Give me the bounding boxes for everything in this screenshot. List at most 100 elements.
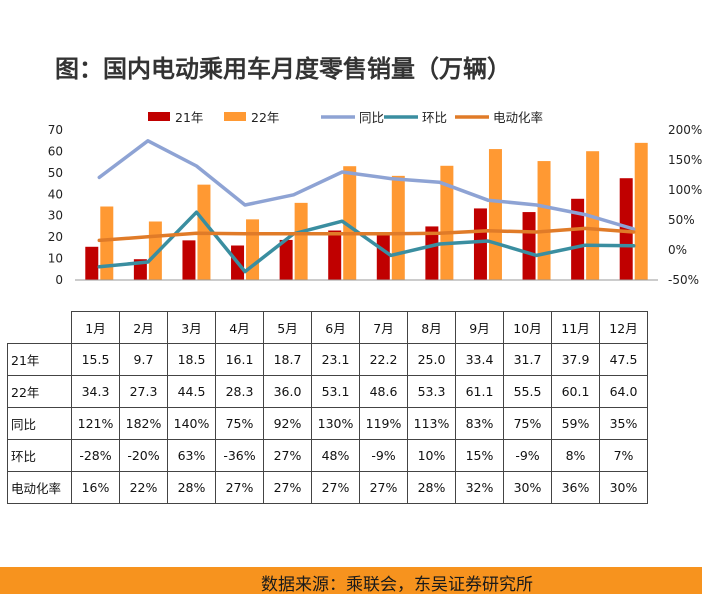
data-label: 75% — [503, 407, 552, 440]
left-axis-tick-label: 50 — [48, 166, 63, 180]
data-table: 1月 2月 3月 4月 5月 6月 7月 8月 9月 10月 11月 12月 21年 15.5 9.7 18.… — [7, 311, 648, 504]
data-label: 36% — [551, 471, 600, 504]
x-axis-category-label: 6月 — [311, 311, 360, 344]
21-bar — [473, 208, 487, 280]
legend-penetration-label: 电动化率 — [493, 110, 543, 125]
legend-mom-label: 环比 — [422, 110, 447, 125]
left-axis-tick-label: 40 — [48, 187, 63, 201]
22-bar — [100, 206, 114, 280]
data-label: 31.7 — [503, 343, 552, 376]
data-label: 113% — [407, 407, 456, 440]
data-label: 9.7 — [119, 343, 168, 376]
mom-line — [97, 210, 636, 274]
data-label: 75% — [215, 407, 264, 440]
data-label: 182% — [119, 407, 168, 440]
data-label: 25.0 — [407, 343, 456, 376]
data-label: 10% — [407, 439, 456, 472]
data-label: 27% — [215, 471, 264, 504]
data-label: 23.1 — [311, 343, 360, 376]
21-bar — [522, 212, 536, 280]
21-bar — [425, 226, 439, 280]
data-label: 53.3 — [407, 375, 456, 408]
data-label: 130% — [311, 407, 360, 440]
legend-22-label: 22年 — [251, 110, 279, 125]
source-note: 数据来源：乘联会，东吴证券研究所 — [261, 575, 533, 595]
table-row-21: 21年 15.5 9.7 18.5 16.1 18.7 23.1 22.2 25.0 33.4 31… — [7, 343, 648, 376]
data-label: 48.6 — [359, 375, 408, 408]
footer-bar: 数据来源：乘联会，东吴证券研究所 — [0, 567, 702, 595]
data-label: 37.9 — [551, 343, 600, 376]
x-axis-category-label: 8月 — [407, 311, 456, 344]
data-label: -9% — [503, 439, 552, 472]
data-label: 27.3 — [119, 375, 168, 408]
data-label: 34.3 — [71, 375, 120, 408]
data-label: 18.5 — [167, 343, 216, 376]
data-label: 28% — [407, 471, 456, 504]
table-row-mom: 环比 -28% -20% 63% -36% 27% 48% -9% 10% 15% -9% 8% 7% — [7, 439, 648, 472]
data-label: 28.3 — [215, 375, 264, 408]
x-axis-category-label: 1月 — [71, 311, 120, 344]
right-axis-tick-label: 50% — [668, 213, 695, 227]
data-label: 16.1 — [215, 343, 264, 376]
left-axis-tick-label: 60 — [48, 144, 63, 158]
right-axis-tick-label: 150% — [668, 153, 702, 167]
data-label: 61.1 — [455, 375, 504, 408]
legend-yoy-label: 同比 — [359, 110, 384, 125]
legend-22-swatch — [224, 112, 246, 121]
table-row-yoy-label: 同比 — [7, 407, 72, 440]
data-label: 22% — [119, 471, 168, 504]
data-label: 27% — [263, 471, 312, 504]
22-bar — [537, 161, 551, 280]
table-row-penetration-label: 电动化率 — [7, 471, 72, 504]
data-label: 15% — [455, 439, 504, 472]
data-label: 33.4 — [455, 343, 504, 376]
legend-21-swatch — [148, 112, 170, 121]
22-bar — [391, 175, 405, 280]
x-axis-category-label: 12月 — [599, 311, 648, 344]
table-row-mom-label: 环比 — [7, 439, 72, 472]
x-axis-category-label: 10月 — [503, 311, 552, 344]
x-axis-category-label: 4月 — [215, 311, 264, 344]
21-bar — [279, 239, 293, 280]
left-axis-tick-label: 10 — [48, 252, 63, 266]
data-label: 55.5 — [503, 375, 552, 408]
left-axis-tick-label: 70 — [48, 123, 63, 137]
data-label: -28% — [71, 439, 120, 472]
data-label: 60.1 — [551, 375, 600, 408]
data-label: 27% — [263, 439, 312, 472]
right-axis-tick-label: 0% — [668, 243, 687, 257]
data-label: 27% — [359, 471, 408, 504]
21-bar — [85, 246, 99, 280]
data-label: 119% — [359, 407, 408, 440]
data-label: 30% — [503, 471, 552, 504]
penetration-line — [97, 226, 636, 243]
data-label: 27% — [311, 471, 360, 504]
21-bar — [328, 230, 342, 280]
left-axis-tick-label: 20 — [48, 230, 63, 244]
data-label: 22.2 — [359, 343, 408, 376]
x-axis-category-label: 11月 — [551, 311, 600, 344]
data-label: 30% — [599, 471, 648, 504]
21-bar — [571, 198, 585, 280]
22-bar — [343, 166, 357, 280]
21-bar — [182, 240, 196, 280]
data-label: 140% — [167, 407, 216, 440]
table-row-22: 22年 34.3 27.3 44.5 28.3 36.0 53.1 48.6 53.3 61.1 5… — [7, 375, 648, 408]
data-label: 83% — [455, 407, 504, 440]
x-axis-category-label: 2月 — [119, 311, 168, 344]
data-label: 53.1 — [311, 375, 360, 408]
yoy-line — [97, 139, 636, 231]
legend-21-label: 21年 — [175, 110, 203, 125]
x-axis-category-label: 7月 — [359, 311, 408, 344]
22-bar — [634, 142, 648, 280]
right-axis-tick-label: 200% — [668, 123, 702, 137]
chart-title: 图：国内电动乘用车月度零售销量（万辆） — [55, 55, 511, 83]
data-label: 59% — [551, 407, 600, 440]
right-axis-tick-label: -50% — [668, 273, 699, 287]
x-axis-category-label: 9月 — [455, 311, 504, 344]
22-bar — [294, 202, 308, 280]
data-label: 35% — [599, 407, 648, 440]
data-label: 121% — [71, 407, 120, 440]
data-label: 92% — [263, 407, 312, 440]
22-bar — [488, 149, 502, 280]
